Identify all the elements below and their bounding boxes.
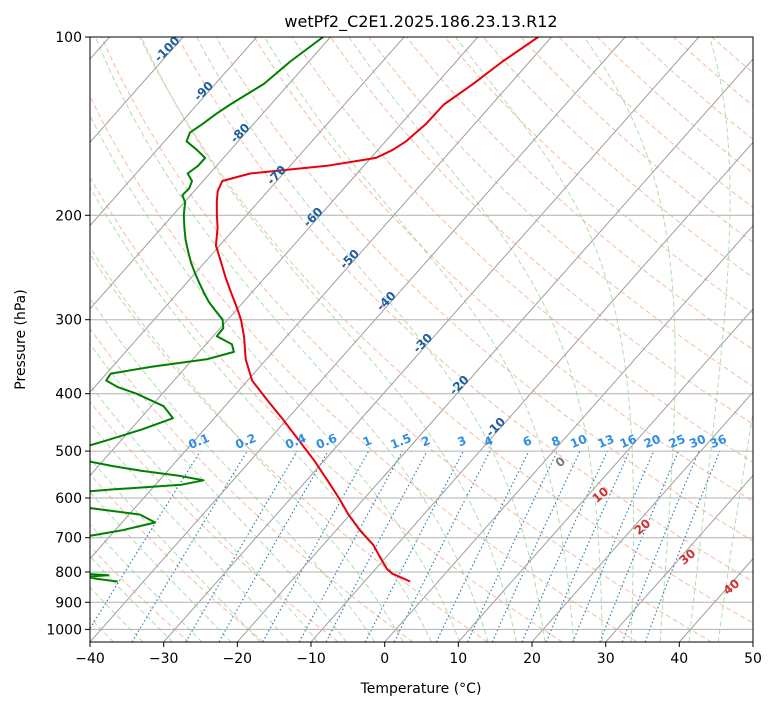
x-tick-label: −10: [296, 651, 326, 667]
x-tick-label: 10: [449, 651, 467, 667]
chart-title: wetPf2_C2E1.2025.186.23.13.R12: [284, 12, 557, 32]
y-tick-label: 300: [55, 313, 82, 329]
y-tick-label: 400: [55, 387, 82, 403]
y-tick-label: 700: [55, 531, 82, 547]
y-tick-label: 200: [55, 208, 82, 224]
x-tick-label: 50: [744, 651, 762, 667]
y-tick-label: 1000: [46, 622, 82, 638]
y-tick-label: 800: [55, 565, 82, 581]
y-axis-label: Pressure (hPa): [13, 289, 29, 389]
x-tick-label: −40: [75, 651, 105, 667]
x-axis-label: Temperature (°C): [360, 681, 482, 697]
x-tick-label: 30: [597, 651, 615, 667]
y-tick-label: 100: [55, 30, 82, 46]
x-tick-label: 40: [670, 651, 688, 667]
y-tick-label: 600: [55, 491, 82, 507]
y-tick-label: 500: [55, 444, 82, 460]
y-tick-label: 900: [55, 595, 82, 611]
x-tick-label: −20: [223, 651, 253, 667]
x-tick-label: −30: [149, 651, 179, 667]
x-tick-label: 0: [380, 651, 389, 667]
x-tick-label: 20: [523, 651, 541, 667]
